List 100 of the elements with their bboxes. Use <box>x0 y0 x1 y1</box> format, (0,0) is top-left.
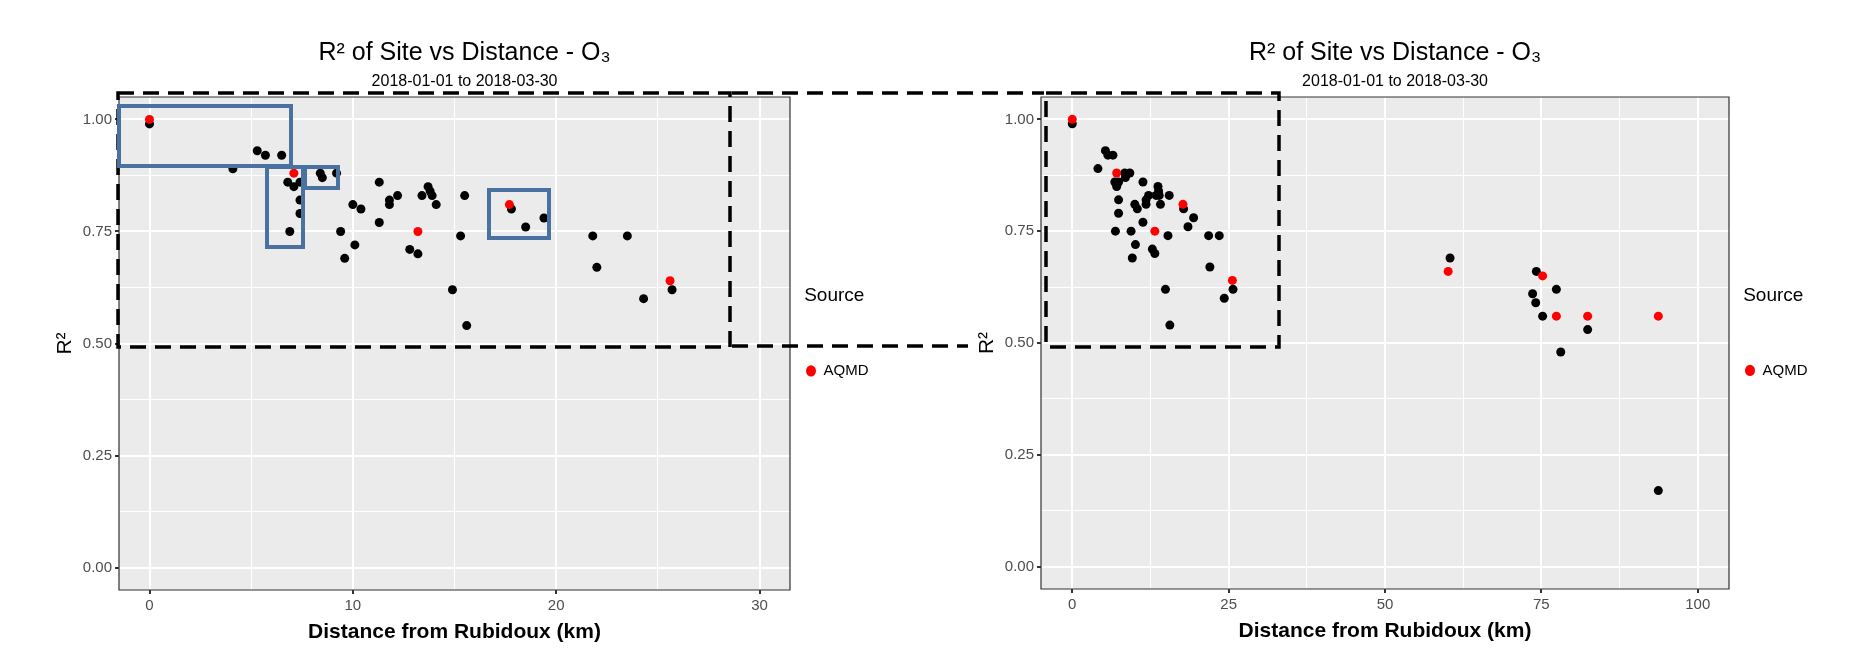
point <box>1227 275 1237 285</box>
y-tick-label: 1.00 <box>1004 109 1034 127</box>
legend-title: Source <box>804 284 865 306</box>
point <box>667 285 677 295</box>
point <box>1528 289 1538 299</box>
point <box>462 321 472 331</box>
chart-title: R² of Site vs Distance - O₃ <box>1248 36 1542 65</box>
point <box>460 191 470 201</box>
x-tick-label: 50 <box>1376 595 1394 613</box>
point <box>1164 190 1174 200</box>
point <box>1130 240 1140 250</box>
point <box>1114 208 1124 218</box>
x-axis-title: Distance from Rubidoux (km) <box>308 619 601 643</box>
point <box>285 226 295 236</box>
point <box>622 231 632 241</box>
point <box>336 226 346 236</box>
point <box>1138 217 1148 227</box>
point <box>283 177 293 187</box>
point <box>260 150 270 160</box>
y-tick-label: 0.50 <box>1004 333 1034 351</box>
chart-title: R² of Site vs Distance - O₃ <box>318 36 611 65</box>
point <box>1163 231 1173 241</box>
point <box>456 231 466 241</box>
y-tick-label: 0.25 <box>82 445 112 463</box>
point <box>252 146 262 156</box>
y-tick-label: 0.25 <box>1004 444 1034 462</box>
point <box>1112 168 1122 178</box>
point <box>1126 226 1136 236</box>
point <box>1214 231 1224 241</box>
point <box>1653 311 1663 321</box>
point <box>1150 226 1160 236</box>
point <box>356 204 366 214</box>
point <box>665 276 675 286</box>
point <box>277 150 287 160</box>
x-tick-label: 25 <box>1220 595 1237 613</box>
point <box>1556 347 1566 357</box>
x-tick-label: 0 <box>1068 595 1077 613</box>
point <box>289 168 299 178</box>
point <box>405 244 415 254</box>
point <box>1551 284 1561 294</box>
point <box>350 240 360 250</box>
x-tick-label: 0 <box>145 596 154 614</box>
point <box>427 191 437 201</box>
chart-subtitle: 2018-01-01 to 2018-03-30 <box>371 71 558 89</box>
point <box>1178 199 1188 209</box>
point <box>1067 114 1077 124</box>
point <box>1189 213 1199 223</box>
chart-subtitle: 2018-01-01 to 2018-03-30 <box>1302 71 1489 89</box>
point <box>374 177 384 187</box>
point <box>1531 298 1541 308</box>
point <box>1093 164 1103 174</box>
x-tick-label: 100 <box>1685 595 1711 613</box>
y-tick-label: 1.00 <box>82 109 112 127</box>
point <box>1583 325 1593 335</box>
point <box>413 249 423 259</box>
point <box>1653 486 1663 496</box>
point <box>1165 320 1175 330</box>
point <box>1138 177 1148 187</box>
x-tick-label: 75 <box>1533 595 1550 613</box>
point <box>521 222 531 232</box>
point <box>289 182 299 192</box>
point <box>504 200 514 210</box>
point <box>417 191 427 201</box>
y-tick-label: 0.75 <box>1004 221 1034 239</box>
point <box>1445 253 1455 263</box>
x-axis-title: Distance from Rubidoux (km) <box>1238 618 1532 642</box>
point <box>639 294 649 304</box>
point <box>1443 266 1453 276</box>
point <box>1219 293 1229 303</box>
point <box>1583 311 1593 321</box>
point <box>1144 190 1154 200</box>
point <box>1205 262 1215 272</box>
x-tick-label: 10 <box>344 596 362 614</box>
point <box>1531 266 1541 276</box>
point <box>1551 311 1561 321</box>
point <box>1127 253 1137 263</box>
y-axis-title: R² <box>52 332 75 355</box>
y-tick-label: 0.00 <box>1004 556 1034 574</box>
x-tick-label: 30 <box>751 596 768 614</box>
point <box>374 217 384 227</box>
point <box>1204 231 1214 241</box>
point <box>1538 271 1548 281</box>
point <box>1150 249 1160 259</box>
point <box>431 200 441 210</box>
y-axis-title: R² <box>974 331 997 355</box>
point <box>1114 195 1124 205</box>
point <box>592 262 602 272</box>
point <box>393 191 403 201</box>
x-tick-label: 20 <box>547 596 565 614</box>
point <box>1110 226 1120 236</box>
legend-title: Source <box>1743 283 1804 305</box>
point <box>348 200 358 210</box>
y-tick-label: 0.50 <box>82 333 112 351</box>
point <box>1538 311 1548 321</box>
point <box>1160 284 1170 294</box>
point <box>413 226 423 236</box>
y-tick-label: 0.75 <box>82 221 112 239</box>
point <box>1228 284 1238 294</box>
point <box>1183 222 1193 232</box>
point <box>588 231 598 241</box>
